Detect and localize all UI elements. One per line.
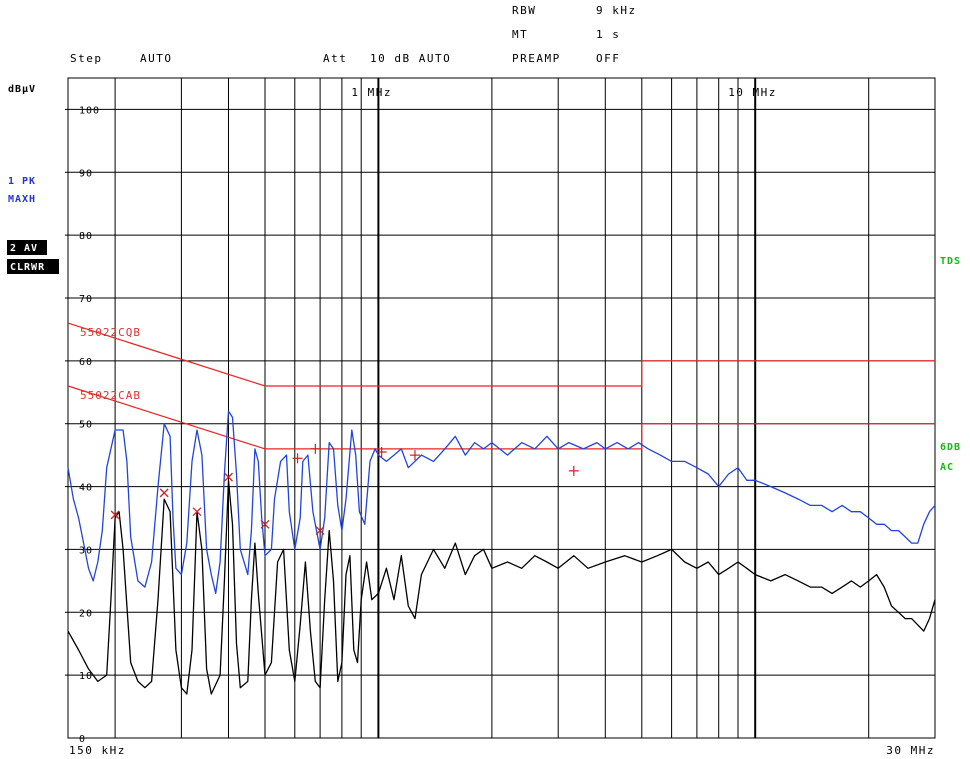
x-tick-labels: 150 kHz 30 MHz 1 MHz 10 MHz <box>69 86 935 757</box>
mt-value: 1 s <box>596 28 620 41</box>
trace-series <box>67 479 936 695</box>
av-marker <box>192 507 202 517</box>
qp-marker <box>292 453 303 464</box>
av-marker <box>224 472 233 482</box>
qp-marker <box>409 450 420 461</box>
frequency-gridlines <box>114 78 870 738</box>
qp-marker <box>568 465 579 476</box>
y-tick-label: 100 <box>79 105 100 116</box>
trace2-detector: CLRWR <box>10 262 45 273</box>
y-tick-label: 90 <box>79 168 93 179</box>
rbw-label: RBW <box>512 4 536 17</box>
trace-series <box>67 410 936 595</box>
y-tick-label: 40 <box>79 483 93 494</box>
av-marker <box>110 510 120 520</box>
av-marker <box>315 526 325 536</box>
trace1-mode: 1 PK <box>8 176 36 187</box>
av-marker <box>159 488 169 498</box>
y-tick-label: 60 <box>79 357 93 368</box>
limit-line <box>67 385 935 450</box>
ac-label: AC <box>940 462 954 473</box>
tds-label: TDS <box>940 256 961 267</box>
trace-lines <box>67 410 936 695</box>
level-gridlines <box>65 108 935 676</box>
trace1-detector: MAXH <box>8 194 36 205</box>
rbw-value: 9 kHz <box>596 4 637 17</box>
att-value: 10 dB AUTO <box>370 52 451 65</box>
qp-marker <box>310 443 321 454</box>
trace2-detector-badge <box>7 259 59 274</box>
trace2-mode-badge <box>7 240 47 255</box>
limit-lines: 55022CQB 55022CAB <box>67 322 935 450</box>
limit-line <box>67 322 935 387</box>
y-tick-label: 0 <box>79 734 86 745</box>
preamp-label: PREAMP <box>512 52 561 65</box>
att-label: Att <box>323 52 347 65</box>
unit-label: dBµV <box>8 84 36 95</box>
y-tick-label: 50 <box>79 420 93 431</box>
step-label: Step <box>70 52 103 65</box>
y-tick-label: 10 <box>79 671 93 682</box>
x-start-label: 150 kHz <box>69 744 126 757</box>
trace2-mode: 2 AV <box>10 243 38 254</box>
mt-label: MT <box>512 28 528 41</box>
y-tick-label: 70 <box>79 294 93 305</box>
av-marker <box>260 519 270 529</box>
step-value: AUTO <box>140 52 173 65</box>
limit-label: 55022CQB <box>80 326 141 339</box>
measurement-markers <box>110 443 579 536</box>
x-decade-label: 1 MHz <box>351 86 392 99</box>
x-end-label: 30 MHz <box>886 744 935 757</box>
sixdb-label: 6DB <box>940 442 961 453</box>
y-tick-label: 20 <box>79 608 93 619</box>
qp-marker <box>376 447 387 457</box>
plot-frame <box>67 77 936 739</box>
x-decade-label: 10 MHz <box>728 86 777 99</box>
limit-label: 55022CAB <box>80 389 141 402</box>
preamp-value: OFF <box>596 52 620 65</box>
y-tick-label: 80 <box>79 231 93 242</box>
